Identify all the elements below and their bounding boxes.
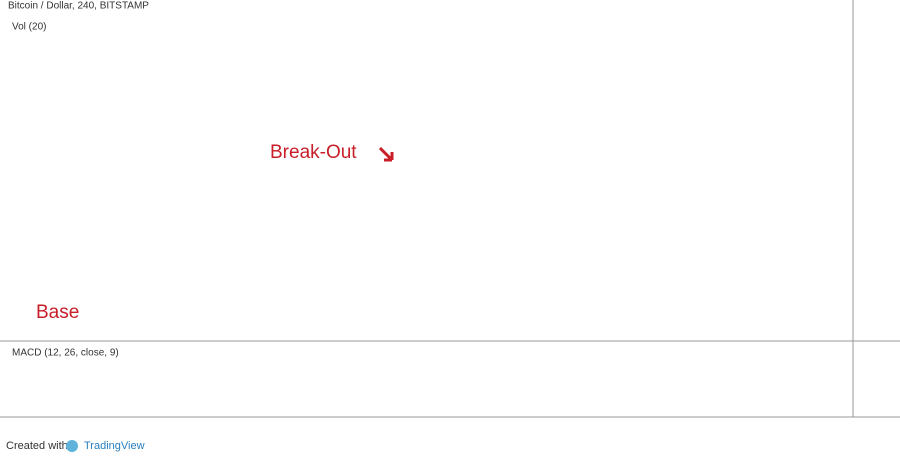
annotation: Break-Out: [270, 142, 357, 163]
footer-text: Created with: [6, 440, 68, 452]
annotation: Base: [36, 302, 79, 323]
footer-brand: TradingView: [84, 440, 145, 452]
chart-title: Bitcoin / Dollar, 240, BITSTAMP: [8, 1, 149, 12]
macd-title: MACD (12, 26, close, 9): [12, 348, 119, 359]
logo: [66, 440, 78, 452]
arrow: [378, 146, 394, 162]
volume-label: Vol (20): [12, 22, 46, 33]
